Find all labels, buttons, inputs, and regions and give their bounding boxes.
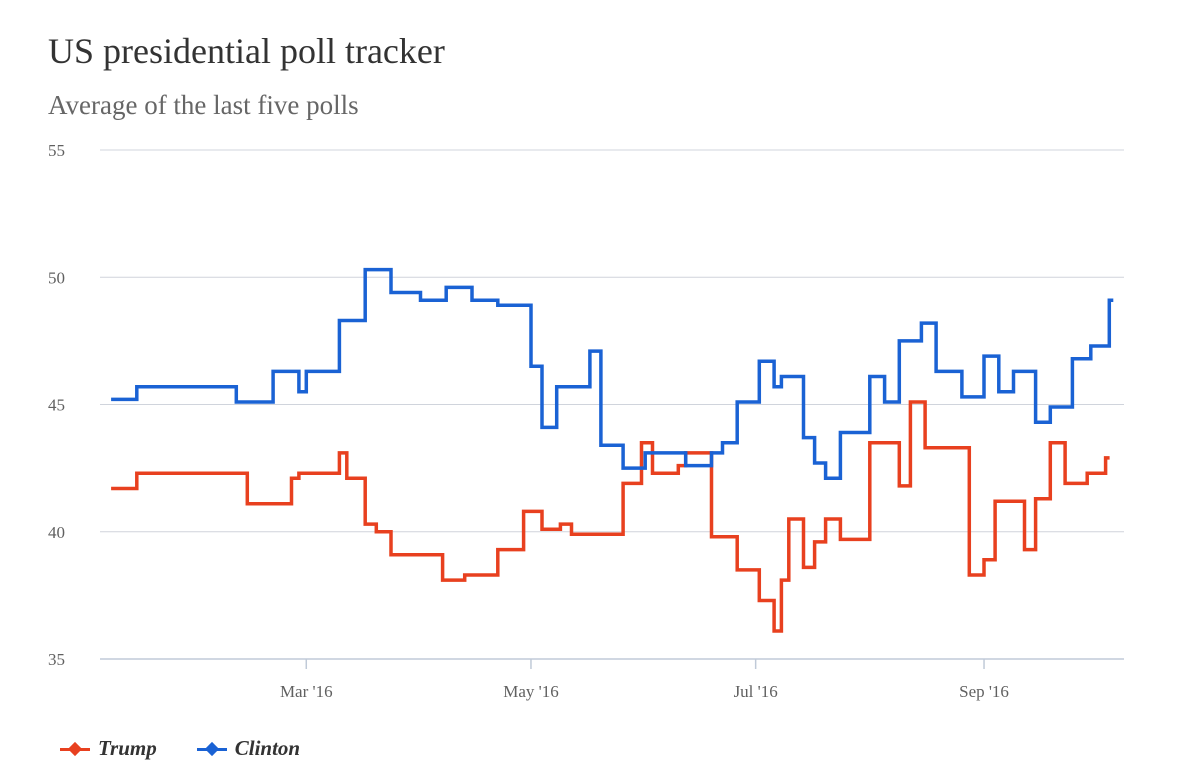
y-tick-label: 50 [48,268,65,287]
x-tick-label: Sep '16 [959,682,1009,701]
x-axis: Mar '16 May '16 Jul '16 Sep '16 [100,658,1124,701]
grid-lines [100,149,1124,533]
clinton-marker-icon [196,739,227,759]
legend-label-clinton: Clinton [234,736,301,760]
chart-subtitle: Average of the last five polls [48,90,359,120]
y-tick-label: 35 [48,650,65,669]
legend-item-trump[interactable]: Trump [60,736,157,761]
trump-marker-icon [60,739,90,759]
x-tick-label: Mar '16 [280,682,333,701]
legend-label-trump: Trump [98,736,157,760]
legend: Trump Clinton [60,736,300,761]
series-line-clinton [111,267,1114,481]
series-line-trump [111,400,1110,633]
y-tick-label: 40 [48,523,65,542]
legend-item-clinton[interactable]: Clinton [196,736,301,761]
series-lines [111,267,1114,633]
x-tick-label: May '16 [503,682,558,701]
x-tick-label: Jul '16 [734,682,778,701]
y-tick-label: 45 [48,396,65,415]
y-axis-ticks: 35 40 45 50 55 [48,141,65,669]
chart-title: US presidential poll tracker [48,31,445,71]
y-tick-label: 55 [48,141,65,160]
